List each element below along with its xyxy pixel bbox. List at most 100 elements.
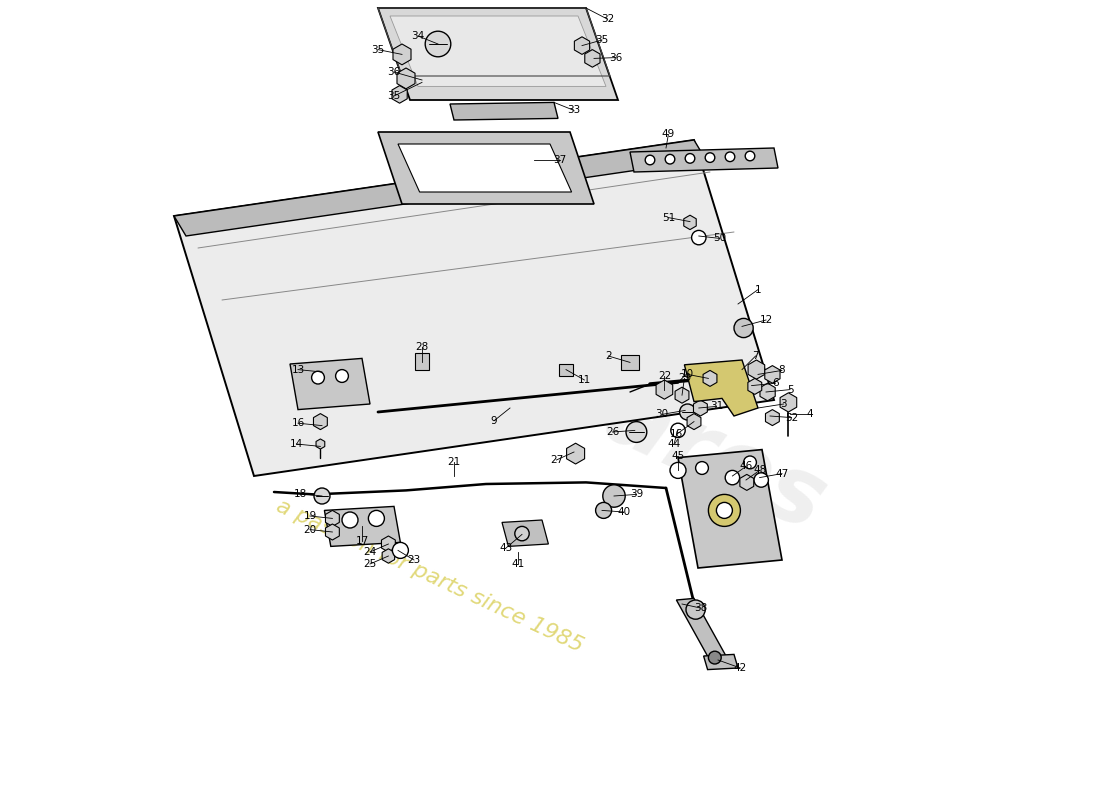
Text: 11: 11 [578,375,591,385]
Text: eurospares: eurospares [260,216,840,552]
Text: 35: 35 [372,45,385,54]
Circle shape [692,230,706,245]
Circle shape [426,31,451,57]
Text: 4: 4 [806,410,813,419]
Circle shape [708,651,722,664]
Polygon shape [676,598,726,658]
Text: 27: 27 [550,455,563,465]
Circle shape [595,502,612,518]
Polygon shape [748,360,764,379]
Text: 16: 16 [670,430,683,439]
Circle shape [725,152,735,162]
Bar [559,363,573,376]
Polygon shape [740,474,754,490]
Text: 42: 42 [734,663,747,673]
Polygon shape [398,144,572,192]
Polygon shape [675,387,689,403]
Text: 19: 19 [304,511,317,521]
Polygon shape [392,86,407,103]
Text: 34: 34 [411,31,425,41]
Polygon shape [450,102,558,120]
Polygon shape [585,50,600,67]
Polygon shape [703,370,717,386]
Text: 21: 21 [448,458,461,467]
Circle shape [754,473,769,487]
Polygon shape [314,414,328,430]
Circle shape [708,494,740,526]
Polygon shape [748,378,761,394]
Circle shape [680,404,695,420]
Text: 35: 35 [595,35,608,45]
Text: a passion for parts since 1985: a passion for parts since 1985 [273,496,586,656]
Circle shape [311,371,324,384]
Circle shape [695,462,708,474]
Circle shape [342,512,358,528]
Polygon shape [630,148,778,172]
Text: 13: 13 [292,365,305,374]
Polygon shape [326,524,339,540]
Text: 20: 20 [304,525,317,534]
Text: 16: 16 [292,418,305,428]
Text: 39: 39 [630,490,644,499]
Text: 52: 52 [785,413,799,422]
Text: 22: 22 [658,371,671,381]
Text: 14: 14 [289,439,302,449]
Text: 40: 40 [617,507,630,517]
Polygon shape [566,443,584,464]
Polygon shape [382,549,395,563]
Text: 10: 10 [681,370,694,379]
Text: 35: 35 [387,91,400,101]
Polygon shape [760,383,775,401]
Polygon shape [656,380,673,399]
Circle shape [725,470,739,485]
Polygon shape [764,366,780,383]
Text: 51: 51 [662,213,675,222]
Polygon shape [502,520,549,546]
Circle shape [603,485,625,507]
Text: 37: 37 [553,155,566,165]
Circle shape [336,370,349,382]
Text: 38: 38 [694,603,707,613]
Text: 43: 43 [499,543,513,553]
Polygon shape [174,140,774,476]
Text: 6: 6 [772,378,779,388]
Text: 32: 32 [601,14,614,24]
Polygon shape [378,132,594,204]
Text: 25: 25 [363,559,376,569]
Text: 31: 31 [710,402,723,411]
Circle shape [745,151,755,161]
Text: 29: 29 [678,374,691,383]
Text: 1: 1 [755,285,761,294]
Text: 26: 26 [606,427,619,437]
Circle shape [671,423,685,438]
Polygon shape [290,358,370,410]
Text: 12: 12 [759,315,772,325]
Circle shape [368,510,384,526]
Text: 46: 46 [739,462,752,471]
Bar [415,353,429,370]
Text: 49: 49 [662,130,675,139]
Text: 44: 44 [668,439,681,449]
Text: 2: 2 [605,351,612,361]
Text: 30: 30 [656,410,669,419]
Polygon shape [397,68,415,89]
Text: 8: 8 [779,366,785,375]
Polygon shape [382,536,395,552]
Text: 41: 41 [512,559,525,569]
Polygon shape [693,400,707,416]
Circle shape [686,600,705,619]
Circle shape [393,542,408,558]
Text: 33: 33 [568,106,581,115]
Circle shape [716,502,733,518]
Polygon shape [390,16,606,86]
Text: 48: 48 [754,466,767,475]
Polygon shape [704,654,738,670]
Circle shape [705,153,715,162]
Circle shape [685,154,695,163]
Text: 23: 23 [407,555,420,565]
Circle shape [515,526,529,541]
Polygon shape [393,44,411,65]
Circle shape [646,155,654,165]
Circle shape [670,462,686,478]
Circle shape [744,456,757,469]
